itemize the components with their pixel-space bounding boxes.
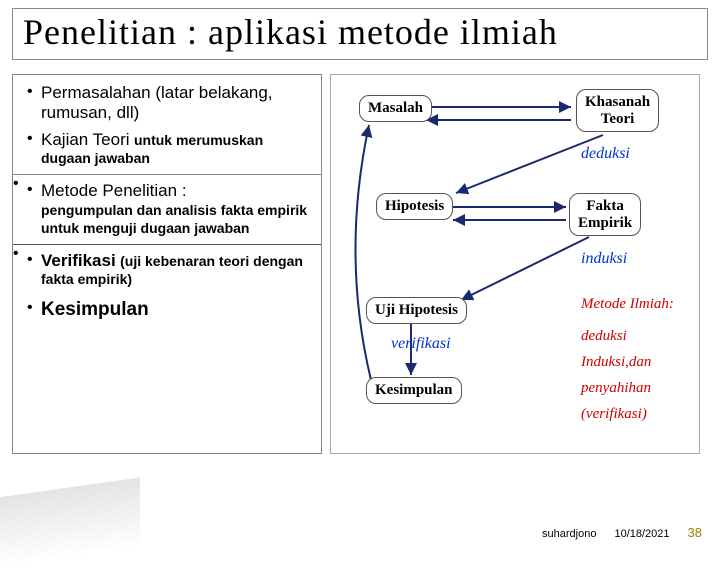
node-masalah: Masalah [359,95,432,122]
footer-author: suhardjono [542,528,596,540]
footer-date: 10/18/2021 [614,528,669,540]
red-l2: Induksi,dan [581,353,651,371]
corner-decoration [0,477,140,568]
divider [13,244,321,245]
bullet-5: Kesimpulan [41,299,149,320]
red-l1: deduksi [581,327,627,345]
label-verifikasi: verifikasi [391,335,451,353]
slide-title: Penelitian : aplikasi metode ilmiah [23,11,697,53]
bullet-3-main: Metode Penelitian : [41,181,187,200]
red-l4: (verifikasi) [581,405,647,423]
red-l3: penyahihan [581,379,651,397]
footer: suhardjono 10/18/2021 38 [542,525,702,540]
node-fakta: Fakta Empirik [569,193,641,236]
bullet-3-sub: pengumpulan dan analisis fakta empirik u… [41,202,307,236]
node-uji: Uji Hipotesis [366,297,467,324]
divider [13,174,321,175]
node-khasanah: Khasanah Teori [576,89,659,132]
title-bar: Penelitian : aplikasi metode ilmiah [12,8,708,60]
label-induksi: induksi [581,250,627,268]
footer-page: 38 [688,525,702,540]
bullet-2-main: Kajian Teori [41,130,130,149]
bullet-4-main: Verifikasi [41,251,116,270]
bullet-1: Permasalahan (latar belakang, rumusan, d… [41,83,273,122]
flow-diagram: Masalah Khasanah Teori Hipotesis Fakta E… [330,74,700,454]
main-area: Permasalahan (latar belakang, rumusan, d… [0,60,720,454]
label-deduksi: deduksi [581,145,630,163]
node-kesimpulan: Kesimpulan [366,377,462,404]
bullet-list-box: Permasalahan (latar belakang, rumusan, d… [12,74,322,454]
red-title: Metode Ilmiah: [581,295,674,313]
node-hipotesis: Hipotesis [376,193,453,220]
